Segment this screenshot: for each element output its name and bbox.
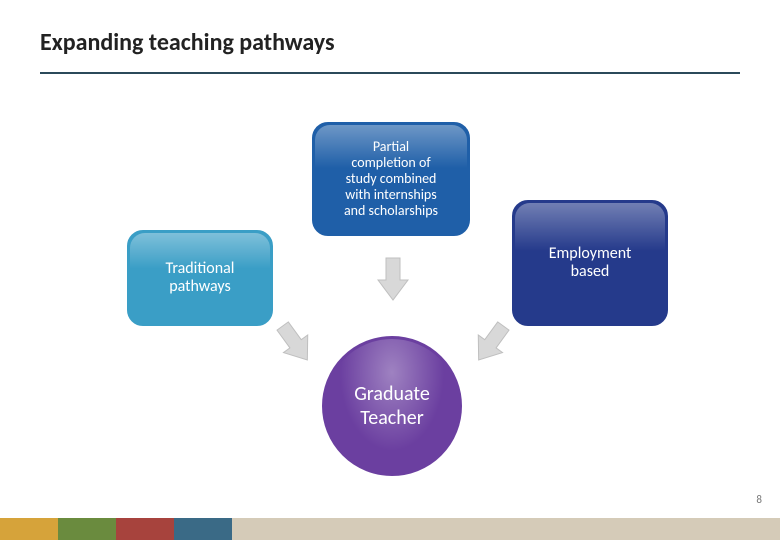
page-title: Expanding teaching pathways [40, 28, 335, 57]
page-title-text: Expanding teaching pathways [40, 28, 335, 57]
footer-color-bar [0, 518, 780, 540]
footer-segment [232, 518, 780, 540]
box-employment-label: Employment based [549, 245, 632, 282]
footer-segment [116, 518, 174, 540]
footer-segment [174, 518, 232, 540]
footer-segment [58, 518, 116, 540]
box-partial-completion: Partial completion of study combined wit… [310, 120, 472, 238]
arrow-right-icon [464, 314, 519, 371]
box-partial-label: Partial completion of study combined wit… [344, 139, 438, 219]
box-traditional-label: Traditional pathways [166, 260, 235, 297]
page-number: 8 [756, 493, 762, 506]
box-employment-based: Employment based [510, 198, 670, 328]
box-traditional-pathways: Traditional pathways [125, 228, 275, 328]
arrow-left-icon [268, 314, 323, 371]
graduate-teacher-circle: GraduateTeacher [320, 334, 464, 478]
arrow-center-icon [376, 256, 410, 302]
graduate-teacher-label: GraduateTeacher [354, 382, 430, 430]
pathways-diagram: Traditional pathways Partial completion … [0, 90, 780, 480]
footer-segment [0, 518, 58, 540]
title-divider [40, 72, 740, 74]
